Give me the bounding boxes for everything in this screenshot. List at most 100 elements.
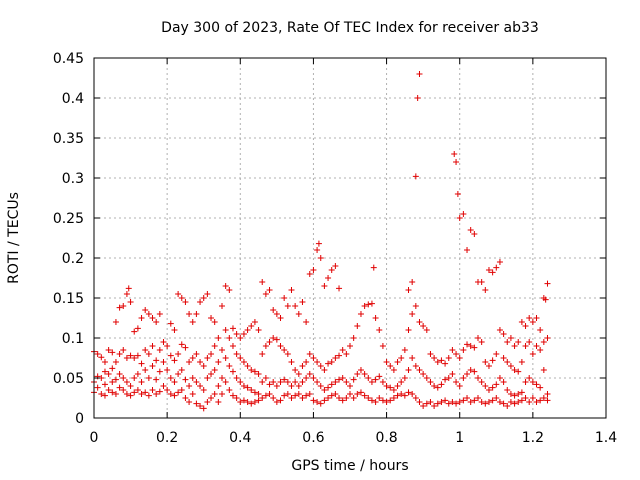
data-point xyxy=(266,381,273,388)
data-point xyxy=(464,341,471,348)
data-point xyxy=(464,371,471,377)
data-point xyxy=(200,295,207,301)
data-point xyxy=(233,395,240,401)
data-point xyxy=(354,391,361,397)
data-point xyxy=(314,399,321,405)
data-point xyxy=(167,352,174,359)
data-point xyxy=(376,373,383,380)
data-point xyxy=(496,259,503,265)
data-point xyxy=(518,389,525,396)
data-point xyxy=(251,319,258,325)
data-point xyxy=(533,343,540,349)
data-point xyxy=(321,397,328,404)
data-point xyxy=(292,392,299,399)
data-point xyxy=(178,367,185,373)
data-point xyxy=(409,355,416,361)
grid-lines xyxy=(94,58,606,418)
data-point xyxy=(485,267,492,273)
data-point xyxy=(454,191,461,197)
data-point xyxy=(427,379,434,385)
data-point xyxy=(189,355,196,361)
data-point xyxy=(229,368,236,375)
data-point xyxy=(449,371,456,377)
data-point xyxy=(507,391,514,397)
data-point xyxy=(295,391,302,397)
data-point xyxy=(116,384,123,391)
data-point xyxy=(460,375,467,381)
data-point xyxy=(112,359,119,365)
data-point xyxy=(229,392,236,399)
data-point xyxy=(431,383,438,389)
data-point xyxy=(138,360,145,367)
data-point xyxy=(178,295,185,301)
x-axis-label: GPS time / hours xyxy=(291,458,408,474)
data-point xyxy=(167,375,174,381)
data-point xyxy=(449,399,456,405)
data-point xyxy=(347,343,353,349)
data-point xyxy=(390,387,397,393)
data-point xyxy=(328,359,335,365)
data-point xyxy=(434,384,441,391)
data-point xyxy=(456,399,463,405)
data-point xyxy=(325,384,332,391)
data-point xyxy=(149,343,156,349)
data-point xyxy=(281,295,288,301)
data-point xyxy=(303,319,310,325)
data-point xyxy=(211,319,218,325)
y-tick-label: 0 xyxy=(75,411,84,427)
data-point xyxy=(453,351,460,357)
data-point xyxy=(537,384,544,391)
data-point xyxy=(171,357,178,364)
data-point xyxy=(412,303,419,309)
data-point xyxy=(343,351,350,357)
data-point xyxy=(186,359,193,365)
data-point xyxy=(372,399,379,405)
data-point xyxy=(142,367,149,373)
data-point xyxy=(112,376,119,383)
data-point xyxy=(412,363,419,369)
data-point xyxy=(94,351,101,357)
data-point xyxy=(357,367,364,373)
data-points xyxy=(91,71,551,412)
data-point xyxy=(445,400,452,407)
data-point xyxy=(347,383,353,389)
data-point xyxy=(233,375,240,381)
data-point xyxy=(229,343,236,349)
data-point xyxy=(167,320,174,327)
data-point xyxy=(284,351,291,357)
data-point xyxy=(123,291,130,297)
data-point xyxy=(134,352,141,359)
data-point xyxy=(485,399,492,405)
data-point xyxy=(420,371,427,377)
data-point xyxy=(416,319,423,325)
data-point xyxy=(197,359,204,365)
data-point xyxy=(105,347,112,353)
data-point xyxy=(186,383,193,389)
data-point xyxy=(507,335,514,341)
data-point xyxy=(478,379,485,385)
data-point xyxy=(281,392,288,399)
data-point xyxy=(219,391,225,397)
data-point xyxy=(299,299,306,305)
data-point xyxy=(222,283,229,289)
data-point xyxy=(467,343,474,349)
data-point xyxy=(449,347,456,353)
y-axis-label: ROTI / TECUs xyxy=(6,192,22,284)
data-point xyxy=(281,347,288,353)
data-point xyxy=(127,383,134,389)
data-point xyxy=(120,303,127,309)
data-point xyxy=(423,375,430,381)
data-point xyxy=(123,391,130,397)
data-point xyxy=(149,387,156,393)
data-point xyxy=(251,368,258,375)
data-point xyxy=(248,367,255,373)
data-point xyxy=(273,383,280,389)
data-point xyxy=(178,341,185,348)
data-point xyxy=(365,375,372,381)
data-point xyxy=(288,359,295,365)
data-point xyxy=(116,304,123,311)
data-point xyxy=(259,379,266,385)
data-point xyxy=(357,389,364,396)
data-point xyxy=(368,300,375,307)
data-point xyxy=(193,400,200,407)
